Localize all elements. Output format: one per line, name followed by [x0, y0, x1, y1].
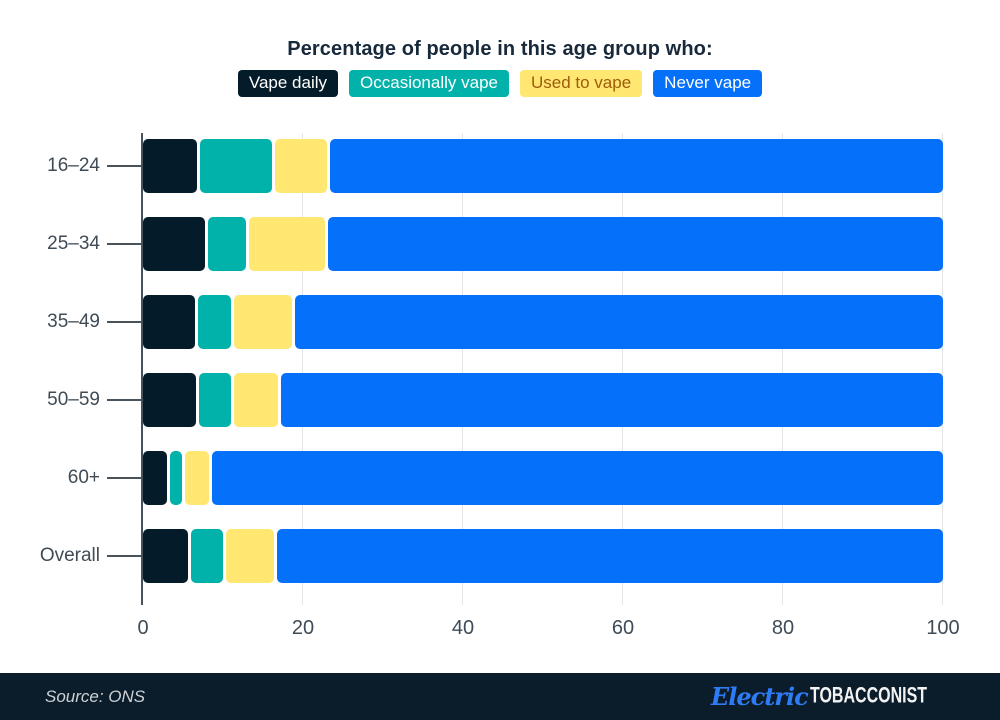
bar-segment-vape-daily	[143, 529, 189, 583]
bar-segment-never-vape	[329, 139, 943, 193]
bar-row-overall	[143, 529, 943, 583]
x-axis-label-0: 0	[137, 617, 149, 639]
y-axis-label-25-34: 25–34	[47, 233, 100, 254]
y-tick-35-49	[107, 321, 143, 323]
bar-segment-never-vape	[295, 295, 943, 349]
bar-segment-never-vape	[212, 451, 943, 505]
bar-segment-occasionally-vape	[199, 373, 232, 427]
y-tick-overall	[107, 555, 143, 557]
bar-segment-never-vape	[280, 373, 943, 427]
legend-badge-used-to-vape: Used to vape	[519, 70, 643, 97]
bar-segment-used-to-vape	[234, 373, 278, 427]
x-axis-label-20: 20	[291, 617, 315, 639]
bar-segment-used-to-vape	[248, 217, 325, 271]
gridline-60	[622, 133, 623, 605]
y-tick-60-	[107, 477, 143, 479]
bar-row-35-49	[143, 295, 943, 349]
bar-segment-used-to-vape	[274, 139, 327, 193]
logo-script-text: Electric	[710, 682, 809, 711]
bar-segment-occasionally-vape	[208, 217, 246, 271]
electric-tobacconist-logo: Electric TOBACCONIST	[711, 682, 956, 711]
legend-badge-occasionally-vape: Occasionally vape	[349, 70, 509, 97]
chart-legend: Vape daily Occasionally vape Used to vape N…	[0, 70, 1000, 97]
bar-row-25-34	[143, 217, 943, 271]
y-axis-label-35-49: 35–49	[47, 311, 100, 332]
y-axis-label-50-59: 50–59	[47, 389, 100, 410]
chart-title: Percentage of people in this age group w…	[287, 38, 713, 60]
bar-row-16-24	[143, 139, 943, 193]
bar-segment-occasionally-vape	[169, 451, 182, 505]
gridline-80	[782, 133, 783, 605]
bar-segment-never-vape	[276, 529, 943, 583]
x-axis-label-80: 80	[771, 617, 795, 639]
bar-segment-vape-daily	[143, 373, 196, 427]
footer-bar: Source: ONS Electric TOBACCONIST	[0, 673, 1000, 720]
gridline-40	[462, 133, 463, 605]
y-axis-line	[141, 133, 143, 605]
bar-segment-used-to-vape	[184, 451, 210, 505]
legend-badge-vape-daily: Vape daily	[237, 70, 339, 97]
bar-segment-never-vape	[327, 217, 943, 271]
bar-row-60-	[143, 451, 943, 505]
plot-area	[141, 133, 943, 605]
logo-caps-text: TOBACCONIST	[809, 683, 927, 709]
x-axis-label-60: 60	[611, 617, 635, 639]
bar-segment-used-to-vape	[233, 295, 293, 349]
bar-segment-vape-daily	[143, 295, 196, 349]
x-axis-label-100: 100	[926, 617, 960, 639]
y-axis-label-16-24: 16–24	[47, 155, 100, 176]
y-tick-25-34	[107, 243, 143, 245]
legend-badge-never-vape: Never vape	[653, 70, 763, 97]
bar-segment-vape-daily	[143, 217, 206, 271]
y-axis-label-60-: 60+	[67, 467, 100, 488]
bar-segment-vape-daily	[143, 139, 197, 193]
bar-segment-occasionally-vape	[199, 139, 272, 193]
y-axis-label-overall: Overall	[39, 545, 100, 566]
gridline-100	[942, 133, 943, 605]
bar-segment-occasionally-vape	[198, 295, 231, 349]
source-caption: Source: ONS	[45, 686, 146, 706]
gridline-20	[302, 133, 303, 605]
y-tick-50-59	[107, 399, 143, 401]
bar-row-50-59	[143, 373, 943, 427]
bar-segment-used-to-vape	[225, 529, 274, 583]
bar-segment-vape-daily	[143, 451, 167, 505]
x-axis-label-40: 40	[451, 617, 475, 639]
bar-segment-occasionally-vape	[191, 529, 223, 583]
y-tick-16-24	[107, 165, 143, 167]
